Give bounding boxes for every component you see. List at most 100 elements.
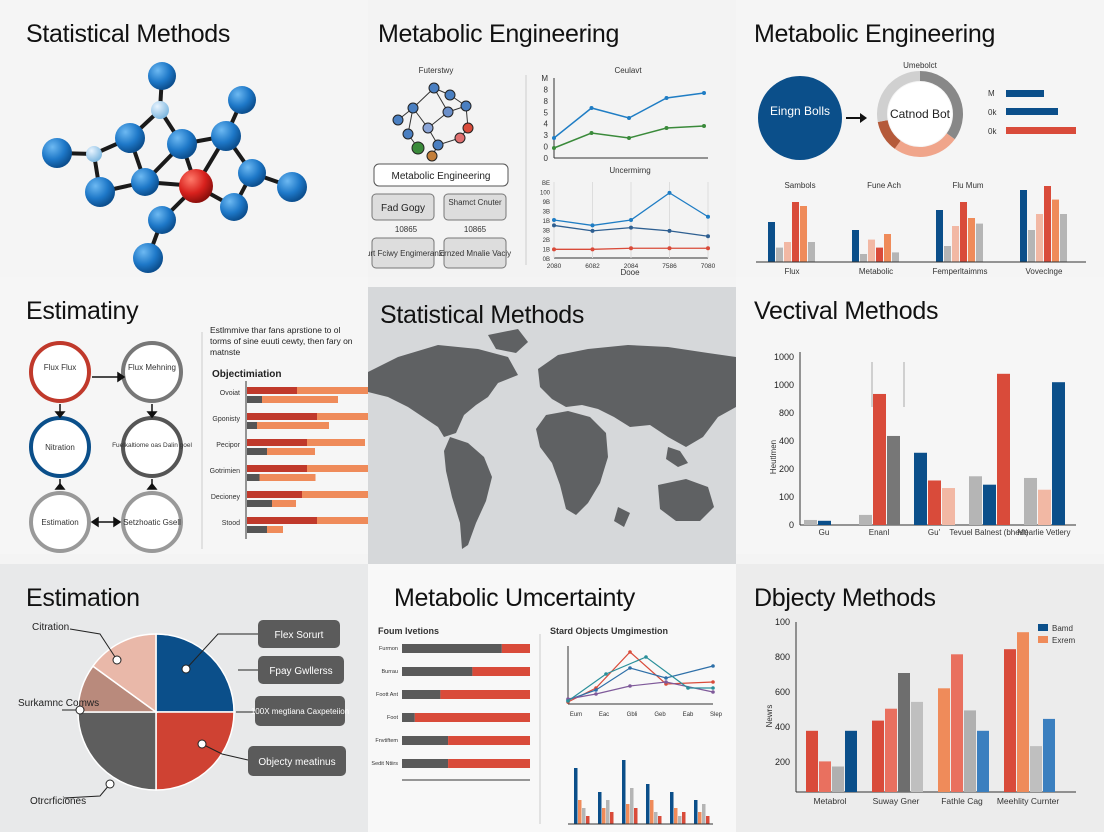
node-flux-mehning [121, 341, 183, 403]
data-point [711, 664, 715, 668]
bar [872, 720, 884, 792]
bar [800, 206, 807, 262]
donut-top-label: Umebolct [903, 61, 938, 70]
bar [873, 393, 886, 525]
donut-segment [894, 133, 955, 157]
line-title: Stard Objects Umgimestion [550, 626, 668, 636]
box-2 [443, 193, 507, 221]
pie-chart: Citration Surkamnc Comws Otrcrficiones F… [18, 620, 349, 807]
pie-label-1: Citration [32, 622, 69, 633]
panel-title: Vectival Methods [754, 297, 939, 325]
data-point [667, 228, 672, 233]
y-tick: 600 [775, 687, 790, 697]
circle-main-line: Eingn Bolls [770, 104, 830, 118]
donut-segment [877, 71, 921, 123]
bar [976, 223, 983, 262]
x-tick: Slep [710, 712, 723, 718]
panel-metabolic-engineering-network: Metabolic Engineering Futerstwy Metaboli [368, 0, 736, 277]
donut-segment [877, 119, 901, 149]
panel-estimation-pie: Estimation Citration Surkamnc Comws Otrc… [0, 564, 368, 832]
x-tick: Eac [599, 712, 609, 718]
x-tick: Fathle Cag [941, 796, 983, 806]
legend-swatch-2 [1038, 636, 1048, 643]
bar [914, 452, 927, 525]
bar [860, 254, 867, 262]
bar-segment [247, 465, 307, 472]
bar-segment [247, 387, 297, 394]
mini-bar [578, 800, 582, 824]
x-tick: Enanl [869, 528, 890, 537]
bar [832, 766, 844, 792]
network-label: Futerstwy [419, 66, 454, 75]
bar [983, 484, 996, 525]
bar [868, 239, 875, 262]
bar [808, 242, 815, 262]
panel-estimatiny: Estimatiny Flux Flux Flux Mehning Nitrat… [0, 277, 368, 554]
x-tick: Mearlie Vetlery [1018, 528, 1071, 537]
y-tick: 3 [544, 131, 549, 140]
data-point [552, 146, 556, 150]
row-label: Decioney [211, 494, 241, 501]
box-4 [443, 237, 507, 269]
data-point [702, 124, 706, 128]
grouped-bars [768, 186, 1067, 262]
legend-label-3: 0k [988, 127, 997, 136]
mini-bar [682, 812, 686, 824]
node-estimation [29, 491, 91, 553]
row-label: Pecipor [216, 442, 240, 449]
mini-bar [582, 808, 586, 824]
bar-segment [297, 387, 368, 394]
mini-bar [678, 816, 682, 824]
data-point [711, 680, 715, 684]
panel-title: Statistical Methods [380, 301, 585, 329]
greenland-shape [488, 329, 528, 353]
north-america-shape [368, 345, 518, 437]
y-tick: 800 [779, 408, 794, 418]
box-2-label: Shamct Cnuter [448, 198, 502, 207]
y-tick: M [541, 74, 548, 83]
x-tick: Eab [683, 712, 694, 718]
mini-bar [586, 816, 590, 824]
data-point [629, 246, 633, 251]
donut-hole [888, 82, 952, 146]
box-3-label: Murt Fciwy Engimeranxs [368, 249, 447, 258]
x-tick: Gu [819, 528, 830, 537]
legend: M 0k 0k [988, 89, 1076, 136]
donut-and-bars: Eingn Bolls Umebolct Catnod Bot M 0k 0k … [756, 61, 1086, 276]
horizontal-bars: Ovoiat Gponisty Pecipor Gotrimien Decioney St… [210, 387, 368, 533]
row-label: Foot [387, 715, 398, 721]
bar-segment [267, 526, 283, 533]
y-tick: 200 [779, 464, 794, 474]
category-label: Flux [784, 267, 799, 276]
data-point [594, 692, 598, 696]
world-map [368, 329, 736, 549]
data-point [706, 246, 710, 251]
data-point [711, 690, 715, 694]
mini-bar [634, 808, 638, 824]
bar [818, 520, 831, 525]
row-label: Furmon [379, 646, 398, 652]
pie-label-3: Otrcrficiones [30, 796, 86, 807]
donut [877, 71, 963, 157]
y-tick: 3B [543, 229, 550, 235]
bar-segment [317, 517, 368, 524]
series-line [553, 92, 705, 139]
mini-bar [658, 816, 662, 824]
node-label-6: Setzhoatic Gsell [123, 518, 181, 527]
callout-2 [258, 656, 344, 684]
pie-slice [155, 711, 235, 791]
y-tick: 200 [775, 757, 790, 767]
chart2-title: Uncermirng [609, 166, 650, 175]
south-america-shape [444, 437, 492, 549]
x-tick: Gu' [928, 528, 941, 537]
callout-3-label: 100X megtiana Caxpeteiion [251, 707, 349, 716]
bar-segment [259, 474, 316, 481]
bar-segment [247, 396, 262, 403]
legend-bar-1 [1006, 90, 1044, 97]
y-tick: 0 [544, 143, 549, 152]
panel-statistical-methods-molecule: Statistical Methods [0, 0, 368, 277]
mini-bar [650, 800, 654, 824]
bar [776, 247, 783, 262]
